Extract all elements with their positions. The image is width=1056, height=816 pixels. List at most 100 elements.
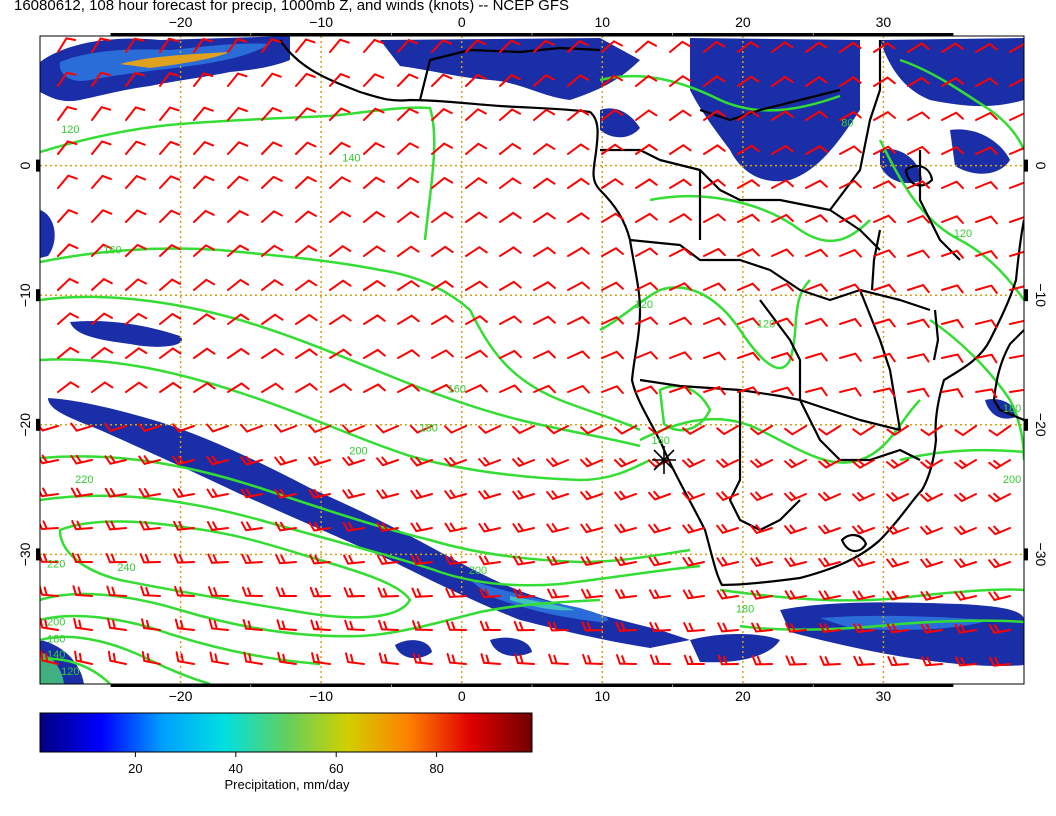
wind-barb bbox=[533, 142, 556, 155]
wind-barb bbox=[105, 552, 127, 564]
frame-bar-left bbox=[36, 548, 40, 561]
wind-barb bbox=[57, 243, 79, 257]
wind-barb bbox=[478, 457, 501, 467]
wind-barb bbox=[412, 620, 433, 631]
wind-barb bbox=[40, 454, 59, 465]
wind-barb bbox=[737, 109, 760, 121]
wind-barb bbox=[567, 143, 590, 155]
frame-bar-right bbox=[1024, 548, 1028, 561]
wind-barb bbox=[499, 280, 522, 291]
wind-barb bbox=[616, 654, 637, 665]
wind-barb bbox=[771, 41, 794, 53]
contour-kalahari bbox=[639, 399, 921, 464]
wind-barb bbox=[839, 179, 862, 189]
wind-barb bbox=[635, 316, 658, 325]
wind-barb bbox=[580, 556, 603, 567]
wind-barb bbox=[377, 587, 399, 598]
wind-barb bbox=[785, 655, 807, 666]
wind-barb bbox=[669, 212, 692, 223]
precip-guinea-hot bbox=[120, 52, 230, 68]
wind-barb bbox=[886, 492, 909, 503]
wind-barb bbox=[227, 38, 248, 53]
wind-barb bbox=[601, 108, 624, 121]
wind-barb bbox=[975, 249, 998, 260]
wind-barb bbox=[499, 73, 521, 87]
wind-barb bbox=[1009, 181, 1024, 189]
frame-bar-bottom bbox=[110, 684, 251, 687]
wind-barb bbox=[887, 656, 909, 667]
wind-barb bbox=[547, 588, 569, 599]
wind-barb bbox=[104, 455, 127, 465]
contour-label: 180 bbox=[736, 604, 754, 616]
border-12 bbox=[918, 150, 961, 261]
lesotho bbox=[840, 534, 868, 553]
wind-barb bbox=[1009, 354, 1024, 359]
frame-bar-bottom bbox=[672, 684, 813, 687]
wind-barb bbox=[886, 557, 909, 568]
wind-barb bbox=[172, 423, 195, 433]
border-5 bbox=[799, 399, 921, 462]
contour-label: 180 bbox=[47, 634, 65, 646]
coastline-africa bbox=[279, 39, 1024, 587]
precip-cameroon bbox=[600, 108, 640, 138]
wind-barb bbox=[125, 174, 147, 189]
wind-barb bbox=[771, 75, 794, 87]
wind-barb bbox=[839, 317, 862, 328]
wind-barb bbox=[941, 76, 964, 87]
wind-barb bbox=[580, 523, 603, 534]
lon-tick-label-top: 30 bbox=[876, 14, 892, 30]
wind-barb bbox=[941, 42, 964, 53]
wind-barb bbox=[669, 143, 692, 155]
wind-barb bbox=[703, 75, 726, 87]
wind-barb bbox=[107, 650, 127, 665]
contour-label: 120 bbox=[635, 299, 653, 311]
wind-barb bbox=[941, 215, 964, 224]
wind-barb bbox=[444, 522, 467, 533]
wind-barb bbox=[737, 75, 760, 87]
wind-barb bbox=[975, 111, 998, 121]
wind-barb bbox=[513, 620, 535, 632]
wind-barb bbox=[1009, 112, 1024, 121]
wind-barb bbox=[648, 425, 671, 435]
wind-barb bbox=[716, 524, 739, 534]
wind-barb bbox=[261, 210, 283, 223]
wind-barb bbox=[329, 279, 352, 291]
wind-barb bbox=[431, 107, 453, 121]
wind-barb bbox=[513, 588, 535, 599]
wind-barb bbox=[309, 586, 331, 598]
wind-barb bbox=[615, 621, 637, 632]
wind-barb bbox=[378, 619, 399, 631]
wind-barb bbox=[444, 425, 467, 434]
wind-barb bbox=[669, 74, 692, 87]
contour-240 bbox=[40, 494, 701, 587]
lat-tick-label-right: 0 bbox=[1033, 162, 1049, 170]
wind-barb bbox=[465, 280, 488, 291]
wind-barb bbox=[716, 458, 739, 469]
wind-barb bbox=[886, 525, 909, 535]
wind-barb bbox=[105, 520, 127, 531]
contour-label: 220 bbox=[75, 474, 93, 486]
wind-barb bbox=[717, 622, 739, 633]
wind-barb bbox=[57, 381, 80, 393]
wind-barb bbox=[159, 347, 182, 359]
wind-barb bbox=[1009, 319, 1024, 325]
wind-barb bbox=[499, 246, 522, 257]
wind-barb bbox=[70, 487, 93, 498]
wind-barb bbox=[241, 586, 263, 597]
wind-barb bbox=[533, 74, 555, 87]
wind-barb bbox=[751, 655, 773, 666]
wind-barb bbox=[397, 383, 420, 393]
wind-barb bbox=[376, 456, 399, 467]
wind-barb bbox=[444, 489, 467, 500]
wind-barb bbox=[703, 40, 726, 53]
lon-tick-label-top: 10 bbox=[594, 14, 610, 30]
colorbar-bar bbox=[39, 712, 533, 753]
lake-victoria bbox=[904, 164, 934, 187]
wind-barb bbox=[873, 76, 896, 87]
wind-barb bbox=[159, 37, 179, 53]
wind-barb bbox=[873, 352, 896, 363]
wind-barb bbox=[193, 381, 216, 393]
wind-barb bbox=[614, 589, 637, 599]
wind-barb bbox=[209, 651, 229, 665]
